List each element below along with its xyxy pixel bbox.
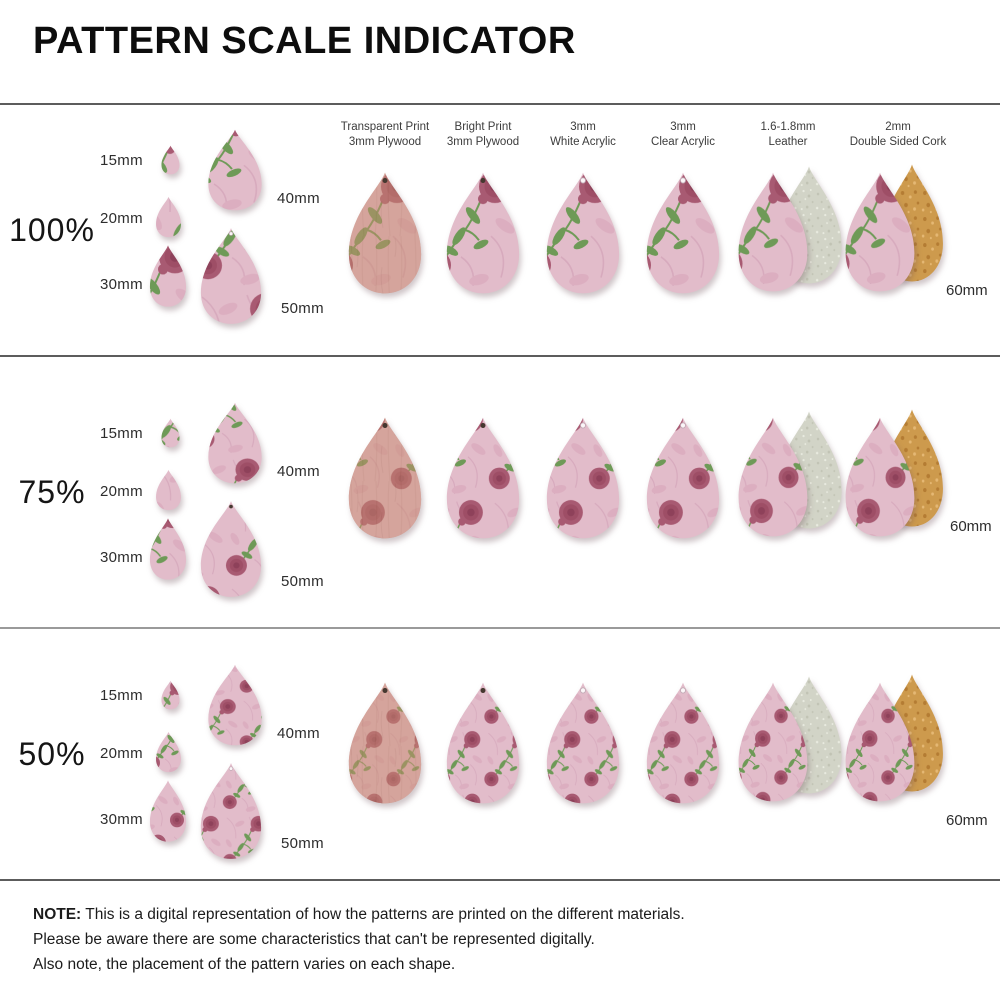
teardrop-40mm <box>208 402 262 484</box>
page-title: PATTERN SCALE INDICATOR <box>33 20 576 62</box>
teardrop-clear-acrylic <box>646 172 720 294</box>
size-label-40mm: 40mm <box>277 463 320 480</box>
teardrop-50mm <box>200 228 262 324</box>
size-label-60mm: 60mm <box>950 518 992 535</box>
note-block: NOTE: This is a digital representation o… <box>33 902 685 977</box>
teardrop-white-acrylic <box>546 682 620 804</box>
size-reference-cluster: 15mm 20mm 30mm 40mm 50mm <box>100 659 360 889</box>
teardrop-cork-front <box>845 172 915 292</box>
teardrop-white-acrylic <box>546 417 620 539</box>
size-label-20mm: 20mm <box>100 483 143 500</box>
note-heading: NOTE: <box>33 906 82 923</box>
column-header-white-acrylic: 3mm White Acrylic <box>550 121 616 148</box>
teardrop-cork-front <box>845 417 915 537</box>
separator-line <box>0 627 1000 629</box>
column-header-bright-plywood: Bright Print 3mm Plywood <box>446 121 520 148</box>
teardrop-clear-acrylic <box>646 682 720 804</box>
size-label-15mm: 15mm <box>100 687 143 704</box>
teardrop-20mm <box>156 731 181 773</box>
teardrop-20mm <box>156 196 181 238</box>
size-label-30mm: 30mm <box>100 811 143 828</box>
column-header-transparent-plywood: Transparent Print 3mm Plywood <box>340 121 430 148</box>
teardrop-leather-front <box>738 172 808 292</box>
teardrop-cork-front <box>845 682 915 802</box>
note-line-3: Also note, the placement of the pattern … <box>33 956 456 973</box>
size-label-50mm: 50mm <box>281 573 324 590</box>
teardrop-bright-plywood <box>446 172 520 294</box>
column-header-leather: 1.6-1.8mm Leather <box>760 121 816 148</box>
note-line-1: NOTE: This is a digital representation o… <box>33 906 685 923</box>
teardrop-bright-plywood <box>446 682 520 804</box>
teardrop-20mm <box>156 469 181 511</box>
size-label-30mm: 30mm <box>100 276 143 293</box>
separator-line <box>0 879 1000 881</box>
scale-label: 100% <box>9 211 95 248</box>
size-label-50mm: 50mm <box>281 835 324 852</box>
scale-label: 75% <box>18 473 86 510</box>
note-line-2: Please be aware there are some character… <box>33 931 595 948</box>
separator-line <box>0 355 1000 357</box>
column-header-cork: 2mm Double Sided Cork <box>849 121 947 148</box>
teardrop-bright-plywood <box>446 417 520 539</box>
teardrop-40mm <box>208 129 262 211</box>
teardrop-leather-front <box>738 417 808 537</box>
size-reference-cluster: 15mm 20mm 30mm 40mm 50mm <box>100 124 360 354</box>
teardrop-transparent-plywood <box>348 682 422 804</box>
teardrop-transparent-plywood <box>348 172 422 294</box>
size-label-60mm: 60mm <box>946 282 988 299</box>
teardrop-50mm <box>200 501 262 597</box>
size-label-40mm: 40mm <box>277 190 320 207</box>
teardrop-white-acrylic <box>546 172 620 294</box>
teardrop-leather-front <box>738 682 808 802</box>
size-label-30mm: 30mm <box>100 549 143 566</box>
teardrop-15mm <box>161 145 180 175</box>
scale-row-50: 50% 15mm 20mm 30mm 40mm 50mm 60mm <box>0 628 1000 880</box>
size-label-60mm: 60mm <box>946 812 988 829</box>
teardrop-15mm <box>161 418 180 448</box>
teardrop-15mm <box>161 680 180 710</box>
size-label-20mm: 20mm <box>100 745 143 762</box>
column-header-clear-acrylic: 3mm Clear Acrylic <box>651 121 715 148</box>
teardrop-30mm <box>149 780 187 842</box>
scale-row-100: 100% Transparent Print 3mm Plywood Bright… <box>0 104 1000 356</box>
teardrop-transparent-plywood <box>348 417 422 539</box>
size-label-20mm: 20mm <box>100 210 143 227</box>
size-label-50mm: 50mm <box>281 300 324 317</box>
teardrop-clear-acrylic <box>646 417 720 539</box>
size-label-15mm: 15mm <box>100 152 143 169</box>
scale-row-75: 75% 15mm 20mm 30mm 40mm 50mm 60mm <box>0 356 1000 628</box>
teardrop-30mm <box>149 518 187 580</box>
scale-label: 50% <box>18 735 86 772</box>
size-reference-cluster: 15mm 20mm 30mm 40mm 50mm <box>100 397 360 627</box>
separator-line <box>0 103 1000 105</box>
teardrop-30mm <box>149 245 187 307</box>
teardrop-50mm <box>200 763 262 859</box>
teardrop-40mm <box>208 664 262 746</box>
size-label-40mm: 40mm <box>277 725 320 742</box>
size-label-15mm: 15mm <box>100 425 143 442</box>
